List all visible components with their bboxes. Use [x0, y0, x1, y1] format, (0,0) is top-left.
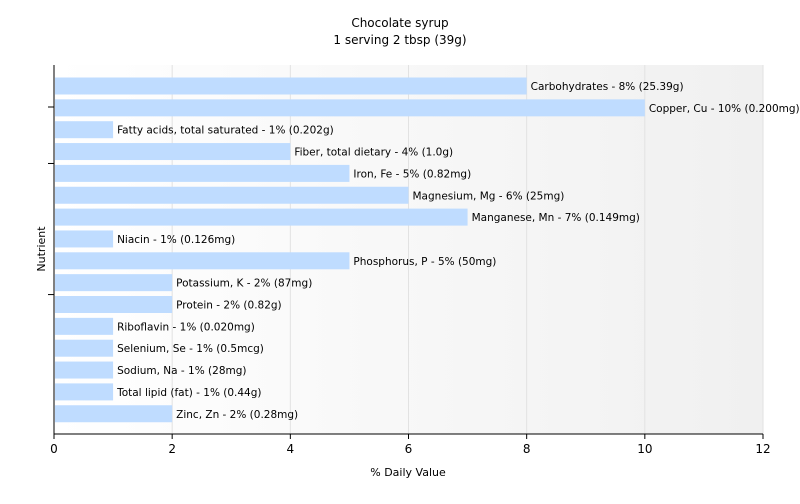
bar [55, 99, 645, 117]
data-label: Magnesium, Mg - 6% (25mg) [413, 190, 565, 202]
bars: Carbohydrates - 8% (25.39g) Copper, Cu - … [55, 77, 800, 423]
data-label: Total lipid (fat) - 1% (0.44g) [116, 387, 261, 399]
grid [171, 65, 764, 434]
bar [55, 252, 350, 270]
data-label: Zinc, Zn - 2% (0.28mg) [176, 409, 298, 421]
data-label: Fatty acids, total saturated - 1% (0.202… [117, 125, 334, 137]
data-label: Phosphorus, P - 5% (50mg) [353, 256, 496, 268]
x-tick-label: 8 [523, 442, 531, 456]
data-label: Potassium, K - 2% (87mg) [176, 278, 312, 290]
data-label: Copper, Cu - 10% (0.200mg) [649, 103, 800, 115]
x-tick-label: 12 [755, 442, 770, 456]
data-label: Fiber, total dietary - 4% (1.0g) [294, 147, 453, 159]
x-tick-label: 2 [168, 442, 176, 456]
bar [55, 164, 350, 182]
data-label: Iron, Fe - 5% (0.82mg) [353, 168, 471, 180]
bar [55, 339, 114, 357]
chart-title: Chocolate syrup [351, 16, 448, 30]
chart-subtitle: 1 serving 2 tbsp (39g) [333, 33, 466, 47]
x-tick-label: 4 [287, 442, 295, 456]
data-label: Selenium, Se - 1% (0.5mcg) [117, 343, 264, 355]
bar [55, 143, 291, 161]
bar [55, 208, 468, 226]
x-tick-label: 6 [405, 442, 413, 456]
bar [55, 121, 114, 139]
bar [55, 361, 114, 379]
y-axis-label: Nutrient [35, 226, 48, 272]
bar [55, 186, 409, 204]
bar [55, 77, 527, 95]
axes: 0 2 4 6 8 10 12 [48, 65, 771, 456]
bar [55, 230, 114, 248]
x-tick-label: 0 [50, 442, 58, 456]
data-label: Niacin - 1% (0.126mg) [117, 234, 235, 246]
bar [55, 383, 114, 401]
x-axis-label: % Daily Value [370, 466, 446, 479]
data-label: Manganese, Mn - 7% (0.149mg) [472, 212, 640, 224]
data-label: Carbohydrates - 8% (25.39g) [531, 81, 684, 93]
data-label: Sodium, Na - 1% (28mg) [117, 365, 246, 377]
data-label: Riboflavin - 1% (0.020mg) [117, 321, 255, 333]
bar [55, 317, 114, 335]
bar [55, 274, 173, 292]
x-tick-label: 10 [637, 442, 652, 456]
bar [55, 405, 173, 423]
bar [55, 296, 173, 313]
data-label: Protein - 2% (0.82g) [176, 300, 282, 312]
